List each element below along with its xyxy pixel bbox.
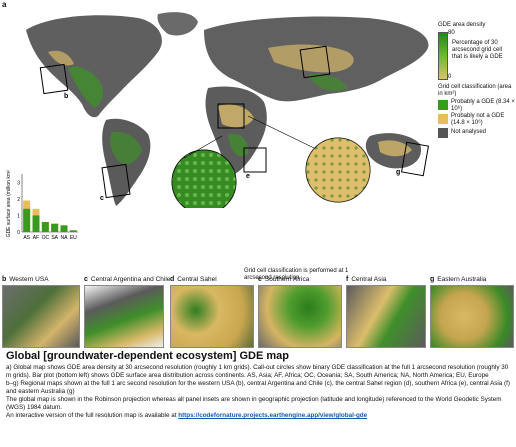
figure: a <box>0 0 516 348</box>
panel-f-map <box>346 285 426 348</box>
panel-f-letter: f <box>346 276 349 283</box>
legend-label-not-analysed: Not analysed <box>451 129 487 135</box>
panel-d: d Central Sahel <box>170 276 254 348</box>
map-letter-g: g <box>396 169 400 176</box>
callout-note: Grid cell classification is performed at… <box>244 268 349 281</box>
barplot-ytick-label: 2 <box>17 197 20 203</box>
panel-g: g Eastern Australia <box>430 276 514 348</box>
bar-gde-af <box>32 215 40 232</box>
panel-g-letter: g <box>430 276 435 283</box>
legend-class-title: Grid cell classification (area in km²) <box>438 84 512 97</box>
barplot-xtick-label: OC <box>42 235 50 241</box>
bar-gde-as <box>23 208 31 232</box>
panel-d-map <box>170 285 254 348</box>
greenland-landmass <box>157 12 198 36</box>
panel-g-title: Eastern Australia <box>437 276 487 283</box>
panel-c-letter: c <box>84 276 88 283</box>
panel-e-map <box>258 285 342 348</box>
barplot-xtick-label: NA <box>61 235 69 241</box>
map-legend: GDE area density 80 0 Percentage of 30 a… <box>438 22 516 138</box>
density-description: Percentage of 30 arcsecond grid cell tha… <box>452 40 503 60</box>
barplot-xtick-label: EU <box>70 235 77 241</box>
map-letter-e: e <box>246 173 250 180</box>
continent-barplot: 0 1 2 3 GDE surface area (million km²) AS AF OC… <box>6 170 78 241</box>
caption-heading: Global [groundwater-dependent ecosystem]… <box>6 350 289 362</box>
panel-d-title: Central Sahel <box>177 276 217 283</box>
map-letter-b: b <box>64 93 68 100</box>
figure-caption: Global [groundwater-dependent ecosystem]… <box>6 350 512 420</box>
barplot-xtick-label: SA <box>51 235 58 241</box>
panel-c-title: Central Argentina and Chile <box>90 276 171 283</box>
panel-f: f Central Asia <box>346 276 426 348</box>
region-box-f <box>299 45 331 79</box>
density-colour-ramp <box>438 32 448 80</box>
barplot-ytick-label: 1 <box>17 213 20 219</box>
caption-link-prefix: An interactive version of the full resol… <box>6 412 179 419</box>
map-letter-c: c <box>100 195 104 202</box>
panel-g-map <box>430 285 514 348</box>
panel-b: b Western USA <box>2 276 80 348</box>
bar-gde-sa <box>51 223 59 232</box>
bar-gde-eu <box>69 230 77 232</box>
panel-b-title: Western USA <box>9 276 49 283</box>
barplot-ytick-label: 0 <box>17 230 20 236</box>
legend-swatch-not-analysed <box>438 128 448 138</box>
north-america-landmass <box>26 15 162 118</box>
legend-density-title: GDE area density <box>438 22 486 28</box>
barplot-ylabel: GDE surface area (million km²) <box>6 170 12 237</box>
caption-para-a: a) Global map shows GDE area density at … <box>6 364 509 379</box>
global-map: b c e g <box>26 12 430 208</box>
panel-c-map <box>84 285 164 348</box>
legend-label-gde: Probably a GDE (8.34 × 10⁶) <box>451 99 515 112</box>
panel-e-title: Southern Africa <box>264 276 310 283</box>
caption-para-bg: b–g) Regional maps shown at the full 1 a… <box>6 380 511 395</box>
panel-c: c Central Argentina and Chile <box>84 276 170 348</box>
barplot-xtick-label: AF <box>33 235 39 241</box>
barplot-ytick-label: 3 <box>17 180 20 186</box>
regional-panels: b Western USA c Central Argentina and Chil… <box>0 276 516 348</box>
panel-label-a: a <box>2 0 7 9</box>
caption-para-link: An interactive version of the full resol… <box>6 412 512 420</box>
interactive-map-link[interactable]: https://codefornature.projects.earthengi… <box>178 412 368 419</box>
panel-e-letter: e <box>258 276 262 283</box>
panel-b-map <box>2 285 80 348</box>
panel-d-letter: d <box>170 276 175 283</box>
bar-gde-oc <box>41 222 49 232</box>
region-box-g <box>400 141 430 177</box>
panel-f-title: Central Asia <box>351 276 387 283</box>
region-box-e <box>243 147 267 173</box>
region-box-d <box>217 103 245 129</box>
caption-para-projection: The global map is shown in the Robinson … <box>6 396 502 411</box>
bar-gde-na <box>60 225 68 232</box>
legend-label-not-gde: Probably not a GDE (14.8 × 10⁶) <box>451 113 505 126</box>
density-max-label: 80 <box>448 30 455 36</box>
panel-e: e Southern Africa <box>258 276 342 348</box>
panel-b-letter: b <box>2 276 7 283</box>
legend-swatch-gde <box>438 100 448 110</box>
barplot-xtick-label: AS <box>23 235 30 241</box>
legend-swatch-not-gde <box>438 114 448 124</box>
region-box-b <box>39 63 69 95</box>
density-min-label: 0 <box>448 74 452 80</box>
region-box-c <box>101 163 131 199</box>
